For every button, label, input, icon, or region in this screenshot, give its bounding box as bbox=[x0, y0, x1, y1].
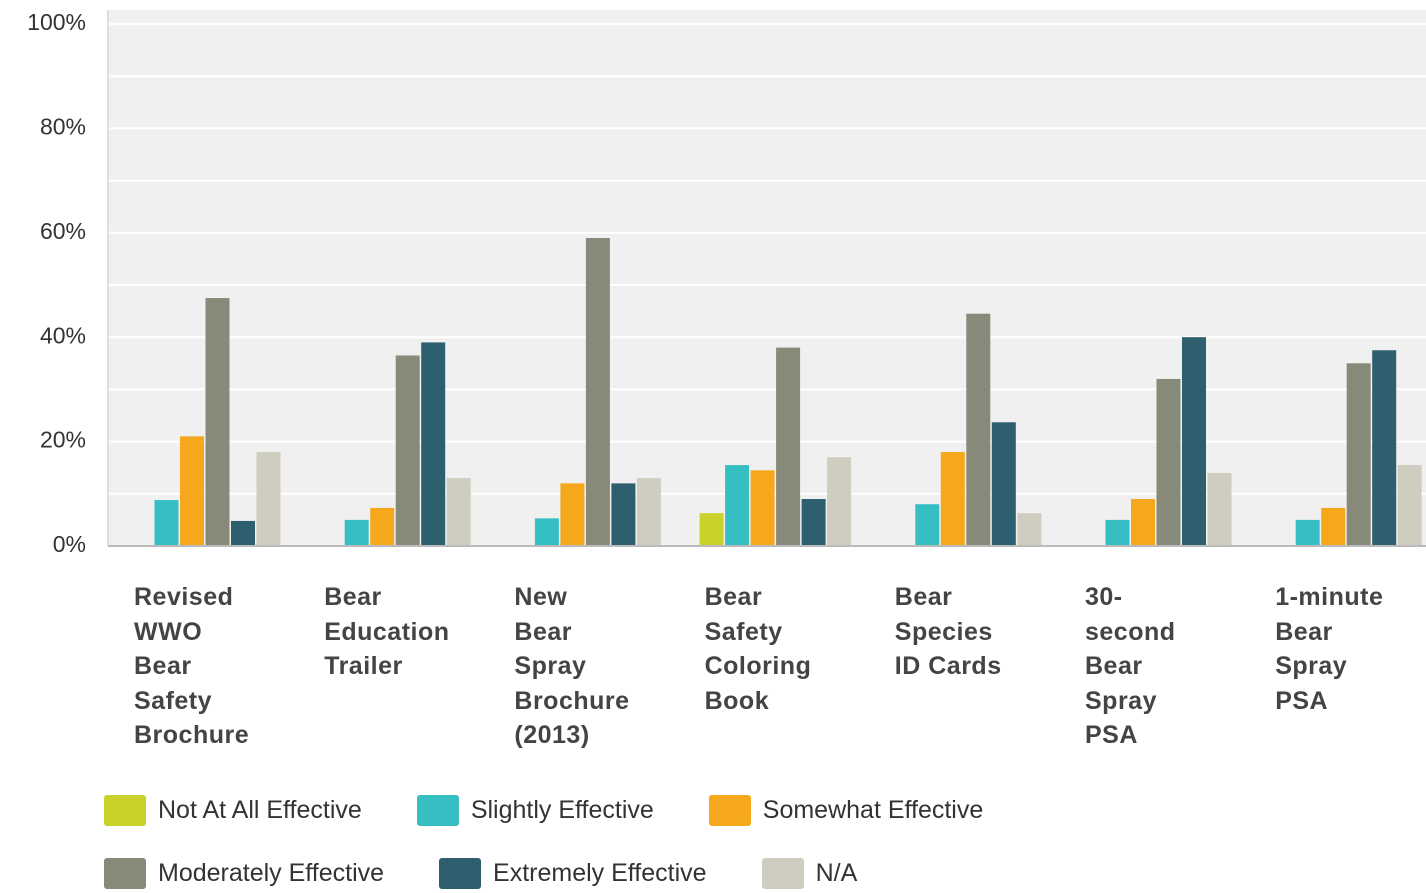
x-tick-label: Bear Species ID Cards bbox=[894, 583, 1002, 680]
x-tick-label: Bear Education Trailer bbox=[324, 583, 450, 680]
bar bbox=[395, 355, 420, 546]
x-tick-label: Revised WWO Bear Safety Brochure bbox=[134, 583, 250, 749]
legend-swatch bbox=[761, 858, 804, 889]
bar bbox=[256, 452, 281, 546]
legend-swatch bbox=[104, 858, 146, 889]
legend-swatch bbox=[708, 795, 751, 826]
bar bbox=[1207, 472, 1232, 546]
bar bbox=[1017, 513, 1042, 546]
bar bbox=[1105, 519, 1130, 546]
legend-item: N/A bbox=[761, 858, 858, 889]
bar bbox=[1295, 519, 1320, 546]
legend-label: Extremely Effective bbox=[493, 859, 707, 887]
legend-item: Slightly Effective bbox=[416, 795, 654, 826]
bar bbox=[1372, 350, 1397, 546]
legend-label: Somewhat Effective bbox=[762, 796, 984, 824]
legend-swatch bbox=[416, 795, 459, 826]
legend-item: Extremely Effective bbox=[439, 858, 707, 889]
bar bbox=[991, 422, 1016, 546]
legend-label: Moderately Effective bbox=[158, 859, 385, 887]
legend-item: Moderately Effective bbox=[104, 858, 384, 889]
bar bbox=[776, 347, 801, 546]
bar bbox=[1156, 378, 1181, 546]
bar bbox=[1346, 363, 1371, 546]
bar bbox=[585, 238, 610, 546]
legend-label: Not At All Effective bbox=[158, 796, 362, 824]
x-tick-label: New Bear Spray Brochure (2013) bbox=[514, 583, 630, 749]
bar bbox=[725, 465, 750, 546]
y-tick-label: 80% bbox=[40, 113, 86, 139]
bar bbox=[801, 499, 826, 546]
legend-item: Not At All Effective bbox=[104, 795, 362, 826]
y-tick-label: 0% bbox=[53, 531, 86, 557]
bar bbox=[1131, 499, 1155, 546]
bar bbox=[344, 519, 369, 546]
y-tick-label: 100% bbox=[27, 9, 86, 35]
legend-item: Somewhat Effective bbox=[708, 795, 984, 826]
y-tick-label: 60% bbox=[40, 218, 86, 244]
x-tick-label: 30- second Bear Spray PSA bbox=[1085, 583, 1176, 749]
x-tick-label: 1-minute Bear Spray PSA bbox=[1275, 583, 1384, 715]
x-tick-label: Bear Safety Coloring Book bbox=[704, 583, 812, 715]
legend-swatch bbox=[439, 858, 482, 889]
bar bbox=[370, 507, 395, 546]
bar bbox=[180, 436, 204, 546]
bar bbox=[915, 504, 940, 546]
bar bbox=[1397, 465, 1422, 546]
bar bbox=[154, 500, 179, 546]
bar bbox=[827, 457, 852, 546]
bar bbox=[421, 342, 446, 546]
bar bbox=[1321, 507, 1346, 546]
bar bbox=[446, 478, 471, 546]
bar bbox=[940, 452, 965, 546]
legend-swatch bbox=[104, 795, 146, 826]
bar bbox=[1182, 337, 1206, 546]
bar bbox=[699, 513, 724, 546]
bar bbox=[205, 298, 230, 546]
y-tick-label: 20% bbox=[40, 427, 86, 453]
y-tick-label: 40% bbox=[40, 322, 86, 348]
bar bbox=[534, 518, 559, 546]
legend-label: N/A bbox=[815, 859, 858, 887]
bar bbox=[966, 313, 991, 546]
bar bbox=[611, 483, 636, 546]
bar bbox=[231, 520, 255, 546]
legend: Not At All Effective Slightly Effective So… bbox=[104, 795, 1114, 889]
bar bbox=[750, 470, 775, 546]
plot-background bbox=[108, 10, 1426, 546]
legend-label: Slightly Effective bbox=[470, 796, 654, 824]
bar bbox=[560, 483, 585, 546]
bar bbox=[636, 478, 661, 546]
